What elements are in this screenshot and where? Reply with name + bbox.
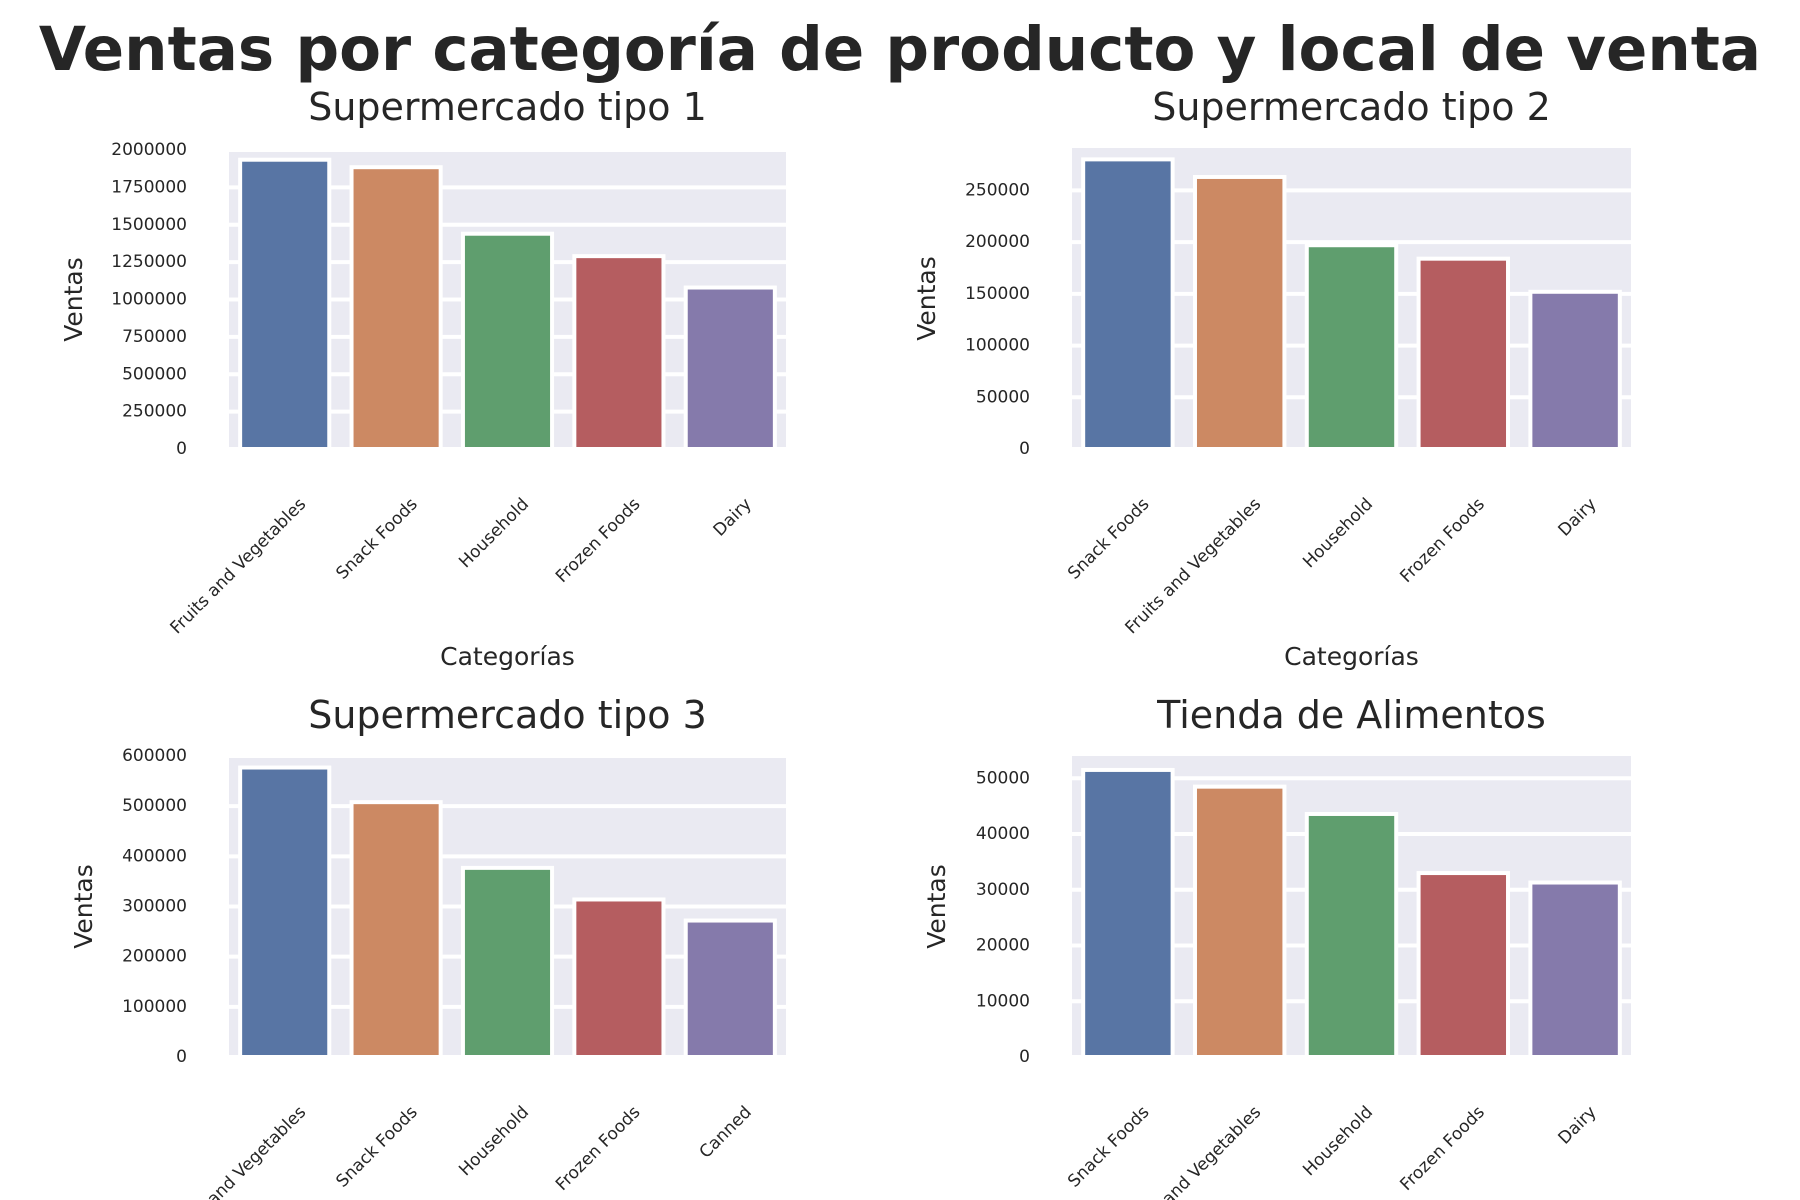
y-tick-label: 10000 <box>976 991 1030 1011</box>
y-tick-label: 200000 <box>122 947 187 967</box>
x-tick-label: Household <box>455 1102 533 1180</box>
chart-panel-2: 0 50000 100000 150000 200000 250000 Snack Food… <box>912 85 1631 671</box>
subplot-title: Supermercado tipo 1 <box>308 85 707 129</box>
x-tick-label: Snack Foods <box>1064 1102 1153 1191</box>
y-tick-label: 40000 <box>976 824 1030 844</box>
y-tick-label: 250000 <box>122 402 187 422</box>
subplot-title: Tienda de Alimentos <box>1156 693 1546 737</box>
y-tick-label: 0 <box>1019 439 1030 459</box>
bar-snack-foods <box>1081 767 1175 1059</box>
x-tick-label: Frozen Foods <box>552 494 645 587</box>
x-tick-label: Frozen Foods <box>1396 1102 1489 1195</box>
x-tick-label: Dairy <box>710 494 756 540</box>
subplot-title: Supermercado tipo 2 <box>1152 85 1551 129</box>
bar-dairy <box>1528 289 1622 452</box>
y-tick-label: 30000 <box>976 880 1030 900</box>
y-tick-label: 1000000 <box>111 290 187 310</box>
y-tick-label: 0 <box>176 1047 187 1067</box>
y-tick-label: 100000 <box>122 997 187 1017</box>
y-tick-label: 50000 <box>976 768 1030 788</box>
x-tick-label: Household <box>1299 494 1377 572</box>
y-tick-label: 0 <box>176 439 187 459</box>
bar-frozen-foods <box>572 897 666 1060</box>
x-tick-label: Fruits and Vegetables <box>166 494 310 638</box>
bar-frozen-foods <box>1416 871 1511 1059</box>
bar-fruits-and-vegetables <box>1192 174 1287 452</box>
bar-fruits-and-vegetables <box>1192 784 1287 1059</box>
y-tick-label: 1500000 <box>111 215 187 235</box>
x-tick-label: Frozen Foods <box>552 1102 645 1195</box>
x-tick-label: Fruits and Vegetables <box>166 1102 310 1200</box>
x-tick-label: Household <box>1299 1102 1377 1180</box>
chart-panel-1: 0 250000 500000 750000 1000000 1250000 1500000… <box>59 85 786 671</box>
bar-household <box>1304 243 1399 451</box>
x-tick-label: Dairy <box>1554 1102 1600 1148</box>
y-tick-label: 400000 <box>122 846 187 866</box>
y-tick-label: 0 <box>1019 1047 1030 1067</box>
y-tick-label: 200000 <box>965 232 1030 252</box>
y-tick-label: 20000 <box>976 936 1030 956</box>
x-tick-label: Dairy <box>1554 494 1600 540</box>
y-tick-label: 500000 <box>122 796 187 816</box>
bar-frozen-foods <box>1416 256 1511 451</box>
chart-panel-3: 0 100000 200000 300000 400000 500000 600000 Fru… <box>69 693 786 1200</box>
x-tick-label: Frozen Foods <box>1396 494 1489 587</box>
x-tick-label: Snack Foods <box>1064 494 1153 583</box>
y-axis-label: Ventas <box>59 257 88 342</box>
y-tick-label: 1750000 <box>111 177 187 197</box>
bar-fruits-and-vegetables <box>238 765 332 1059</box>
y-tick-label: 50000 <box>976 387 1030 407</box>
figure-title: Ventas por categoría de producto y local… <box>38 14 1762 85</box>
subplot-title: Supermercado tipo 3 <box>308 693 707 737</box>
bar-frozen-foods <box>572 254 666 451</box>
y-tick-label: 250000 <box>965 180 1030 200</box>
y-tick-label: 1250000 <box>111 252 187 272</box>
y-tick-label: 750000 <box>122 327 187 347</box>
bar-snack-foods <box>1081 157 1175 451</box>
x-tick-label: Snack Foods <box>332 494 421 583</box>
x-axis-label: Categorías <box>1284 642 1419 671</box>
bar-dairy <box>1528 880 1622 1060</box>
bar-household <box>1304 811 1399 1060</box>
y-tick-label: 300000 <box>122 897 187 917</box>
x-tick-label: Canned <box>696 1102 756 1162</box>
y-tick-label: 2000000 <box>111 140 187 160</box>
bar-household <box>460 865 555 1059</box>
bar-snack-foods <box>349 165 443 451</box>
y-axis-label: Ventas <box>912 256 941 341</box>
bar-snack-foods <box>349 800 443 1059</box>
bar-dairy <box>683 285 777 452</box>
y-axis-label: Ventas <box>922 864 951 949</box>
y-tick-label: 500000 <box>122 364 187 384</box>
x-axis-label: Categorías <box>440 642 575 671</box>
bar-canned <box>683 918 777 1060</box>
bar-household <box>460 231 555 451</box>
y-tick-label: 100000 <box>965 336 1030 356</box>
y-tick-label: 600000 <box>122 746 187 766</box>
y-tick-label: 150000 <box>965 284 1030 304</box>
x-tick-label: Household <box>455 494 533 572</box>
x-tick-label: Snack Foods <box>332 1102 421 1191</box>
y-axis-label: Ventas <box>69 864 98 949</box>
bar-fruits-and-vegetables <box>238 157 332 451</box>
